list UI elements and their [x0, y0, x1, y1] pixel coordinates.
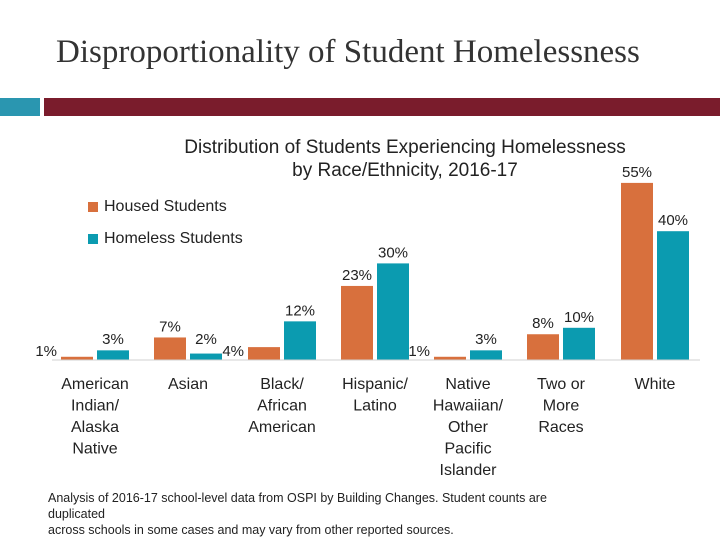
- legend-swatch-homeless: [88, 234, 98, 244]
- category-label-5-1: More: [543, 398, 580, 415]
- data-label-housed-4: 1%: [408, 343, 430, 360]
- category-label-0-3: Native: [72, 441, 117, 458]
- bar-housed-5: [527, 334, 559, 360]
- category-label-4-1: Hawaiian/: [433, 398, 504, 415]
- chart-title-line-2: by Race/Ethnicity, 2016-17: [292, 160, 518, 181]
- data-label-housed-1: 7%: [159, 318, 181, 335]
- bar-homeless-6: [657, 231, 689, 360]
- bar-homeless-2: [284, 321, 316, 360]
- category-label-4-4: Islander: [440, 462, 498, 479]
- category-label-5-0: Two or: [537, 376, 586, 393]
- title-accent-band-teal: [0, 98, 40, 116]
- title-accent-band-red: [44, 98, 720, 116]
- data-label-housed-3: 23%: [342, 267, 372, 284]
- data-label-housed-0: 1%: [35, 343, 57, 360]
- bar-housed-4: [434, 356, 466, 360]
- bar-homeless-5: [563, 327, 595, 360]
- category-label-0-0: American: [61, 376, 129, 393]
- data-label-housed-2: 4%: [222, 343, 244, 360]
- data-label-homeless-6: 40%: [658, 212, 688, 229]
- category-label-3-0: Hispanic/: [342, 376, 408, 393]
- footnote: Analysis of 2016-17 school-level data fr…: [48, 490, 648, 538]
- category-label-2-1: African: [257, 398, 307, 415]
- bar-homeless-4: [470, 350, 502, 360]
- legend-label-housed: Housed Students: [104, 198, 227, 215]
- data-label-homeless-1: 2%: [195, 331, 217, 348]
- legend-swatch-housed: [88, 202, 98, 212]
- data-label-housed-6: 55%: [622, 164, 652, 181]
- bar-homeless-1: [190, 353, 222, 360]
- data-label-homeless-5: 10%: [564, 309, 594, 326]
- bar-homeless-0: [97, 350, 129, 360]
- category-label-5-2: Races: [538, 419, 583, 436]
- category-label-1-0: Asian: [168, 376, 208, 393]
- bar-homeless-3: [377, 263, 409, 360]
- category-label-0-2: Alaska: [71, 419, 119, 436]
- category-label-6-0: White: [635, 376, 676, 393]
- slide-title: Disproportionality of Student Homelessne…: [56, 34, 640, 70]
- chart-title: Distribution of Students Experiencing Ho…: [135, 136, 675, 182]
- category-label-4-0: Native: [445, 376, 490, 393]
- data-label-homeless-4: 3%: [475, 331, 497, 348]
- data-label-homeless-3: 30%: [378, 244, 408, 261]
- category-label-2-0: Black/: [260, 376, 304, 393]
- category-label-4-3: Pacific: [444, 441, 491, 458]
- bar-housed-0: [61, 356, 93, 360]
- legend-homeless: Homeless Students: [88, 230, 243, 248]
- data-label-homeless-2: 12%: [285, 302, 315, 319]
- category-label-3-1: Latino: [353, 398, 397, 415]
- bar-housed-2: [248, 347, 280, 360]
- legend-housed: Housed Students: [88, 198, 227, 216]
- category-label-2-2: American: [248, 419, 316, 436]
- footnote-line-3: across schools in some cases and may var…: [48, 523, 454, 537]
- data-label-homeless-0: 3%: [102, 331, 124, 348]
- bar-housed-3: [341, 285, 373, 360]
- footnote-line-1: Analysis of 2016-17 school-level data fr…: [48, 491, 547, 505]
- legend-label-homeless: Homeless Students: [104, 230, 243, 247]
- footnote-line-2: duplicated: [48, 507, 105, 521]
- category-label-4-2: Other: [448, 419, 489, 436]
- chart-title-line-1: Distribution of Students Experiencing Ho…: [184, 137, 626, 158]
- data-label-housed-5: 8%: [532, 315, 554, 332]
- category-label-0-1: Indian/: [71, 398, 120, 415]
- bar-housed-6: [621, 182, 653, 360]
- bar-housed-1: [154, 337, 186, 360]
